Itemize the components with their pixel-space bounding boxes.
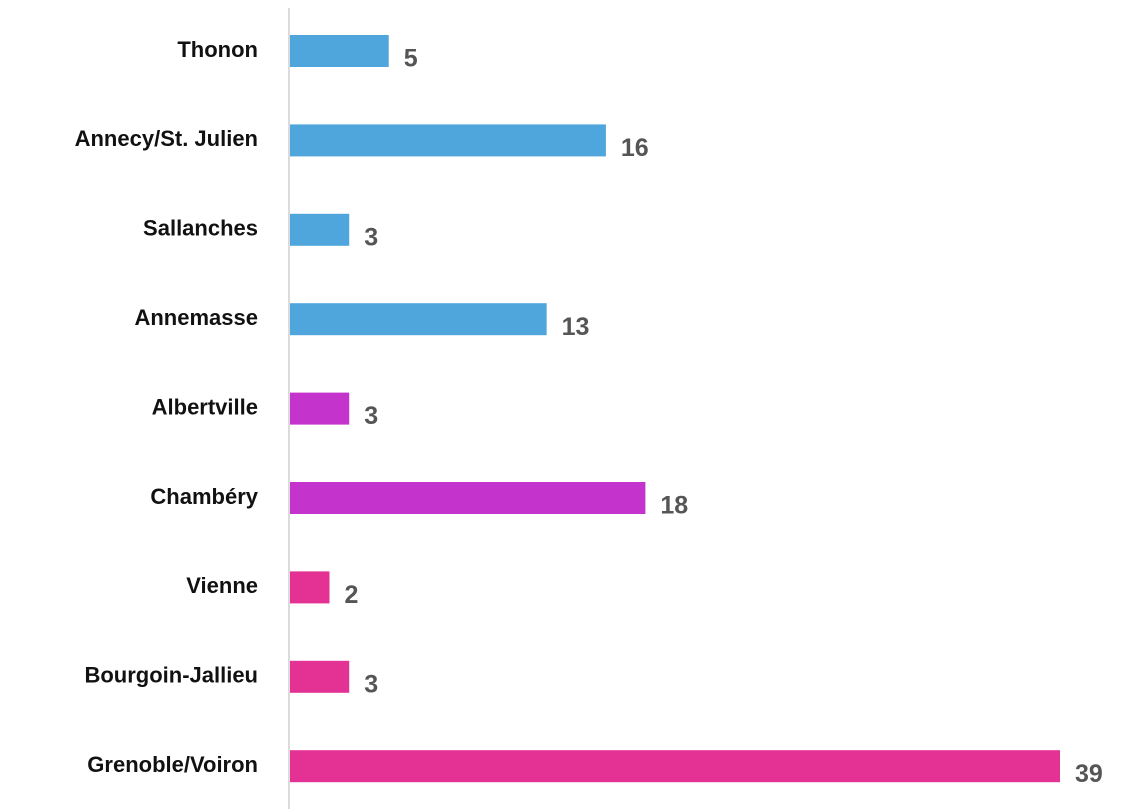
data-label: 2 (344, 581, 358, 609)
data-label: 5 (404, 45, 418, 73)
bar (290, 571, 330, 604)
data-label: 3 (364, 670, 378, 698)
bar (290, 213, 350, 246)
data-label: 39 (1075, 760, 1103, 788)
bar (290, 660, 350, 693)
y-tick-label: Albertville (152, 394, 258, 419)
data-label: 3 (364, 223, 378, 251)
bar (290, 392, 350, 425)
bar (290, 750, 1060, 783)
bar (290, 124, 606, 157)
bar (290, 482, 646, 514)
data-label: 16 (621, 134, 649, 162)
data-label: 13 (562, 313, 590, 341)
y-tick-label: Chambéry (150, 484, 258, 509)
bar (290, 303, 547, 336)
bar (290, 35, 389, 67)
y-tick-label: Vienne (186, 573, 258, 598)
y-tick-label: Annecy/St. Julien (75, 126, 258, 151)
y-tick-label: Sallanches (143, 216, 258, 241)
y-tick-label: Annemasse (134, 305, 258, 330)
data-label: 3 (364, 402, 378, 430)
y-tick-label: Bourgoin-Jallieu (84, 663, 258, 688)
data-label: 18 (660, 492, 688, 520)
y-tick-label: Grenoble/Voiron (87, 752, 258, 777)
y-tick-label: Thonon (177, 37, 258, 62)
